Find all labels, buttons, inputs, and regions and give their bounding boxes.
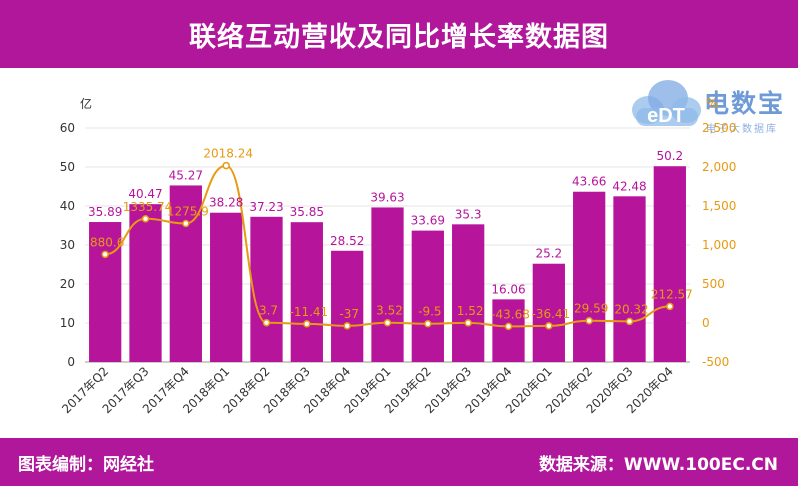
line-point	[504, 322, 513, 331]
bar-value-label: 35.3	[455, 207, 482, 221]
combo-chart: 35.89 40.47 45.27 38.28 37.23 35.85 28.52 39.63…	[59, 96, 736, 416]
y-tick-label: 20	[60, 277, 75, 291]
bar-value-label: 40.47	[128, 187, 162, 201]
bar-series	[89, 166, 686, 362]
y2-tick-label: 2,500	[702, 121, 736, 135]
line-point	[182, 219, 190, 228]
growth-line	[105, 164, 670, 328]
footer-credit: 图表编制：网经社	[18, 454, 154, 475]
bar	[89, 222, 122, 362]
line-value-label: 20.32	[614, 302, 648, 316]
bar	[411, 230, 444, 362]
y-tick-label: 30	[60, 238, 75, 252]
footer-source: 数据来源：WWW.100EC.CN	[538, 454, 778, 475]
line-value-label: 3.52	[376, 304, 403, 318]
line-value-label: -37	[339, 307, 359, 321]
line-point	[464, 319, 472, 327]
y2-axis-unit: %	[706, 97, 718, 112]
x-axis: 2017年Q22017年Q32017年Q42018年Q12018年Q22018年…	[59, 364, 676, 416]
cloud-logo-icon: eDT	[632, 80, 701, 127]
y-tick-label: 0	[67, 355, 75, 369]
y2-tick-label: 1,000	[702, 238, 736, 252]
y-tick-label: 10	[60, 316, 75, 330]
bar	[250, 216, 283, 362]
line-point	[141, 215, 150, 223]
bar-data-labels: 35.89 40.47 45.27 38.28 37.23 35.85 28.52 39.63…	[88, 149, 683, 296]
title-bar: 联络互动营收及同比增长率数据图	[0, 0, 798, 68]
bar-value-label: 39.63	[370, 190, 404, 204]
bar	[331, 250, 364, 362]
watermark: eDT 电数宝 电子大数据库	[626, 70, 798, 136]
bar	[371, 207, 404, 362]
y-axis-unit: 亿	[80, 96, 92, 111]
bar	[573, 191, 606, 362]
line-value-label: 2018.24	[203, 147, 253, 161]
y-tick-label: 50	[60, 160, 75, 174]
y2-tick-label: -500	[702, 355, 729, 369]
footer-bar: 图表编制：网经社 数据来源：WWW.100EC.CN	[0, 438, 798, 486]
line-point	[303, 320, 311, 328]
y2-tick-label: 500	[702, 277, 725, 291]
line-value-label: 3.7	[259, 304, 278, 318]
line-value-label: 29.59	[574, 302, 608, 316]
line-value-label: -43.68	[491, 307, 530, 321]
brand-name: 电数宝	[704, 89, 786, 118]
bar	[492, 299, 525, 362]
y2-tick-label: 2,000	[702, 160, 736, 174]
line-value-label: -11.41	[289, 305, 328, 319]
bar	[532, 263, 565, 362]
bar-value-label: 25.2	[535, 247, 562, 261]
line-point	[383, 318, 392, 327]
y2-tick-label: 0	[702, 316, 710, 330]
bar-value-label: 45.27	[169, 168, 203, 182]
line-point	[101, 250, 109, 259]
line-series	[101, 161, 674, 331]
bar-value-label: 35.85	[290, 205, 324, 219]
y-tick-label: 40	[60, 199, 75, 213]
line-value-label: -9.5	[418, 305, 441, 319]
line-value-label: 1335.74	[123, 200, 173, 214]
line-point	[625, 317, 634, 326]
y-axis-left: 0 10 20 30 40 50 60 亿	[60, 96, 92, 369]
y-tick-label: 60	[60, 121, 75, 135]
line-point	[545, 322, 553, 330]
bar	[290, 222, 323, 362]
bar-value-label: 50.2	[656, 149, 683, 163]
line-point	[343, 322, 351, 330]
bar-value-label: 28.52	[330, 234, 364, 248]
line-value-label: 1.52	[457, 304, 484, 318]
bar	[129, 204, 162, 362]
line-value-label: 1275.9	[167, 204, 209, 218]
bar	[210, 212, 243, 362]
bar-value-label: 38.28	[209, 196, 243, 210]
bar-value-label: 43.66	[572, 175, 606, 189]
bar-value-label: 33.69	[411, 214, 445, 228]
chart-title: 联络互动营收及同比增长率数据图	[189, 21, 609, 53]
brand-subtitle: 电子大数据库	[706, 124, 778, 135]
bar	[653, 166, 686, 362]
line-value-label: 212.57	[651, 287, 693, 301]
bar	[613, 196, 646, 362]
line-point	[222, 161, 230, 170]
line-point	[585, 316, 593, 325]
bar-value-label: 42.48	[612, 179, 646, 193]
bar-value-label: 35.89	[88, 205, 122, 219]
y-axis-right: -500 0 500 1,000 1,500 2,000 2,500%	[702, 97, 736, 369]
bar	[452, 224, 485, 362]
y2-tick-label: 1,500	[702, 199, 736, 213]
line-value-label: -36.41	[531, 307, 570, 321]
bar-value-label: 37.23	[249, 200, 283, 214]
line-value-label: 880.6	[90, 235, 124, 249]
logo-text: eDT	[647, 105, 685, 127]
line-point	[424, 319, 432, 328]
bar-value-label: 16.06	[491, 282, 525, 296]
line-point	[666, 302, 674, 311]
line-point	[262, 318, 271, 327]
